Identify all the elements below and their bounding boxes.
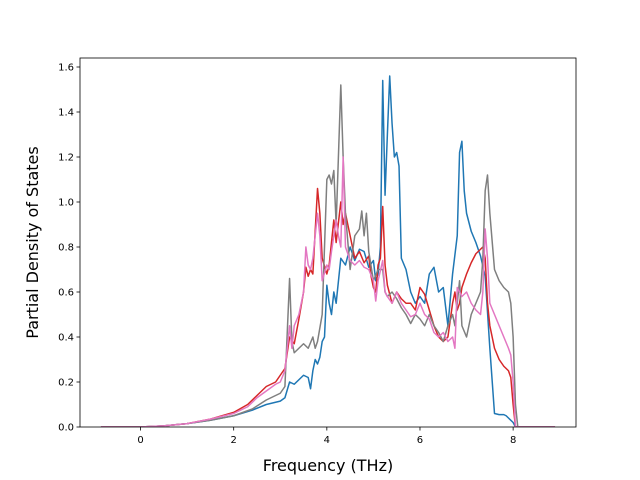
y-tick-label: 0.0 — [58, 423, 74, 434]
y-tick-label: 1.2 — [58, 153, 74, 164]
x-tick-label: 6 — [417, 435, 423, 446]
y-tick-label: 1.4 — [58, 108, 74, 119]
ticks-layer: 0 2 4 6 8 0.0 0.2 0.4 0.6 0.8 1.0 1.2 1.4 1.6 — [58, 63, 516, 447]
x-tick-label: 0 — [137, 435, 143, 446]
plot-frame — [79, 57, 577, 428]
y-tick-label: 1.0 — [58, 198, 74, 209]
y-tick-label: 0.4 — [58, 333, 74, 344]
y-tick-label: 0.6 — [58, 288, 74, 299]
y-axis-title: Partial Density of States — [23, 146, 42, 338]
x-tick-label: 2 — [231, 435, 237, 446]
x-tick-label: 8 — [510, 435, 516, 446]
y-tick-label: 0.8 — [58, 243, 74, 254]
series-layer — [100, 75, 556, 427]
series-line-1 — [100, 75, 556, 427]
x-tick-label: 4 — [324, 435, 330, 446]
series-line-4 — [100, 156, 556, 427]
y-tick-label: 0.2 — [58, 378, 74, 389]
series-line-2 — [100, 187, 556, 427]
x-axis-title: Frequency (THz) — [263, 456, 393, 475]
y-tick-label: 1.6 — [58, 63, 74, 74]
